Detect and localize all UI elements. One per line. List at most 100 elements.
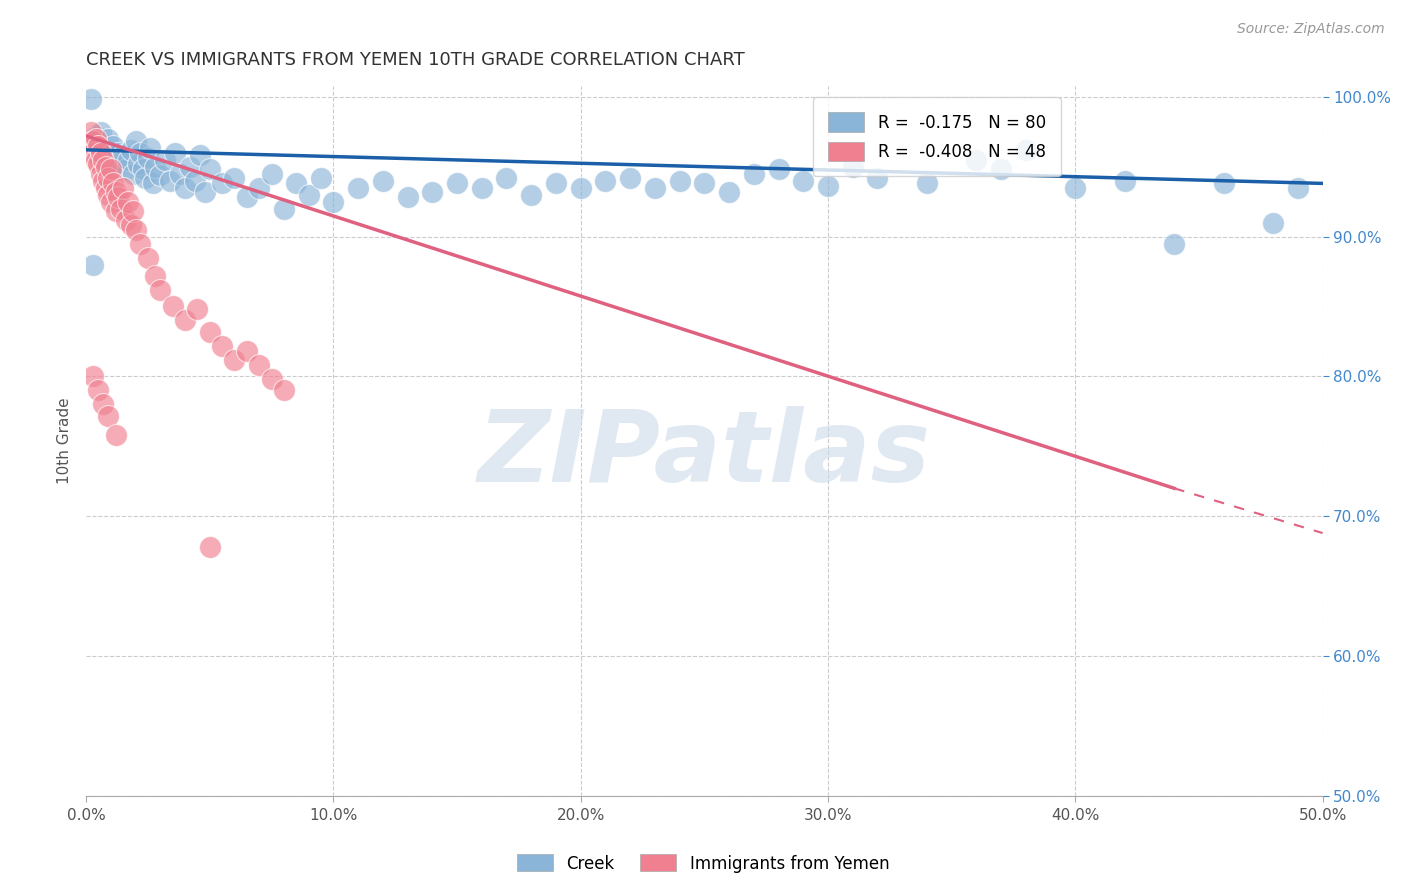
Point — [82, 258, 104, 272]
Point — [179, 160, 201, 174]
Point — [97, 409, 120, 423]
Point — [94, 180, 117, 194]
Point — [184, 173, 207, 187]
Text: ZIPatlas: ZIPatlas — [478, 407, 931, 503]
Point — [188, 148, 211, 162]
Point — [198, 162, 221, 177]
Point — [84, 131, 107, 145]
Point — [1286, 180, 1309, 194]
Point — [247, 358, 270, 372]
Point — [446, 177, 468, 191]
Text: Source: ZipAtlas.com: Source: ZipAtlas.com — [1237, 22, 1385, 37]
Point — [396, 190, 419, 204]
Point — [93, 173, 115, 187]
Point — [285, 177, 308, 191]
Point — [94, 160, 117, 174]
Point — [211, 177, 233, 191]
Point — [127, 157, 149, 171]
Point — [198, 540, 221, 554]
Point — [100, 153, 122, 167]
Point — [619, 170, 641, 185]
Point — [84, 128, 107, 143]
Point — [93, 148, 115, 162]
Point — [1015, 143, 1038, 157]
Point — [224, 170, 246, 185]
Point — [110, 202, 132, 216]
Point — [544, 177, 567, 191]
Point — [990, 162, 1012, 177]
Point — [347, 180, 370, 194]
Point — [84, 153, 107, 167]
Point — [174, 180, 197, 194]
Point — [134, 170, 156, 185]
Point — [149, 283, 172, 297]
Point — [122, 167, 145, 181]
Point — [520, 187, 543, 202]
Point — [211, 338, 233, 352]
Point — [87, 384, 110, 398]
Point — [112, 180, 135, 194]
Point — [124, 222, 146, 236]
Point — [309, 170, 332, 185]
Point — [122, 204, 145, 219]
Point — [569, 180, 592, 194]
Point — [104, 160, 127, 174]
Point — [198, 325, 221, 339]
Point — [247, 180, 270, 194]
Point — [103, 177, 125, 191]
Point — [117, 194, 139, 209]
Point — [915, 177, 938, 191]
Point — [155, 153, 177, 167]
Point — [742, 167, 765, 181]
Point — [107, 190, 129, 204]
Point — [87, 135, 110, 149]
Point — [110, 155, 132, 169]
Point — [114, 212, 136, 227]
Point — [100, 162, 122, 177]
Point — [104, 204, 127, 219]
Point — [595, 173, 617, 187]
Point — [93, 153, 115, 167]
Point — [768, 162, 790, 177]
Point — [80, 125, 103, 139]
Point — [273, 384, 295, 398]
Point — [124, 135, 146, 149]
Point — [1212, 177, 1234, 191]
Y-axis label: 10th Grade: 10th Grade — [58, 398, 72, 484]
Point — [90, 145, 112, 160]
Point — [129, 145, 152, 160]
Point — [224, 352, 246, 367]
Point — [792, 173, 814, 187]
Point — [841, 160, 863, 174]
Point — [132, 162, 155, 177]
Point — [87, 157, 110, 171]
Point — [1163, 236, 1185, 251]
Point — [139, 141, 162, 155]
Point — [1114, 173, 1136, 187]
Point — [97, 131, 120, 145]
Point — [322, 194, 344, 209]
Point — [644, 180, 666, 194]
Point — [103, 138, 125, 153]
Point — [100, 194, 122, 209]
Point — [82, 145, 104, 160]
Point — [174, 313, 197, 327]
Point — [965, 153, 987, 167]
Point — [143, 160, 166, 174]
Point — [90, 167, 112, 181]
Point — [420, 185, 443, 199]
Point — [129, 236, 152, 251]
Point — [866, 170, 889, 185]
Point — [194, 185, 217, 199]
Point — [94, 143, 117, 157]
Point — [165, 145, 187, 160]
Point — [87, 138, 110, 153]
Point — [236, 344, 259, 359]
Point — [82, 135, 104, 149]
Point — [718, 185, 741, 199]
Point — [1064, 180, 1087, 194]
Point — [136, 151, 159, 165]
Point — [371, 173, 394, 187]
Point — [149, 168, 172, 182]
Point — [186, 302, 208, 317]
